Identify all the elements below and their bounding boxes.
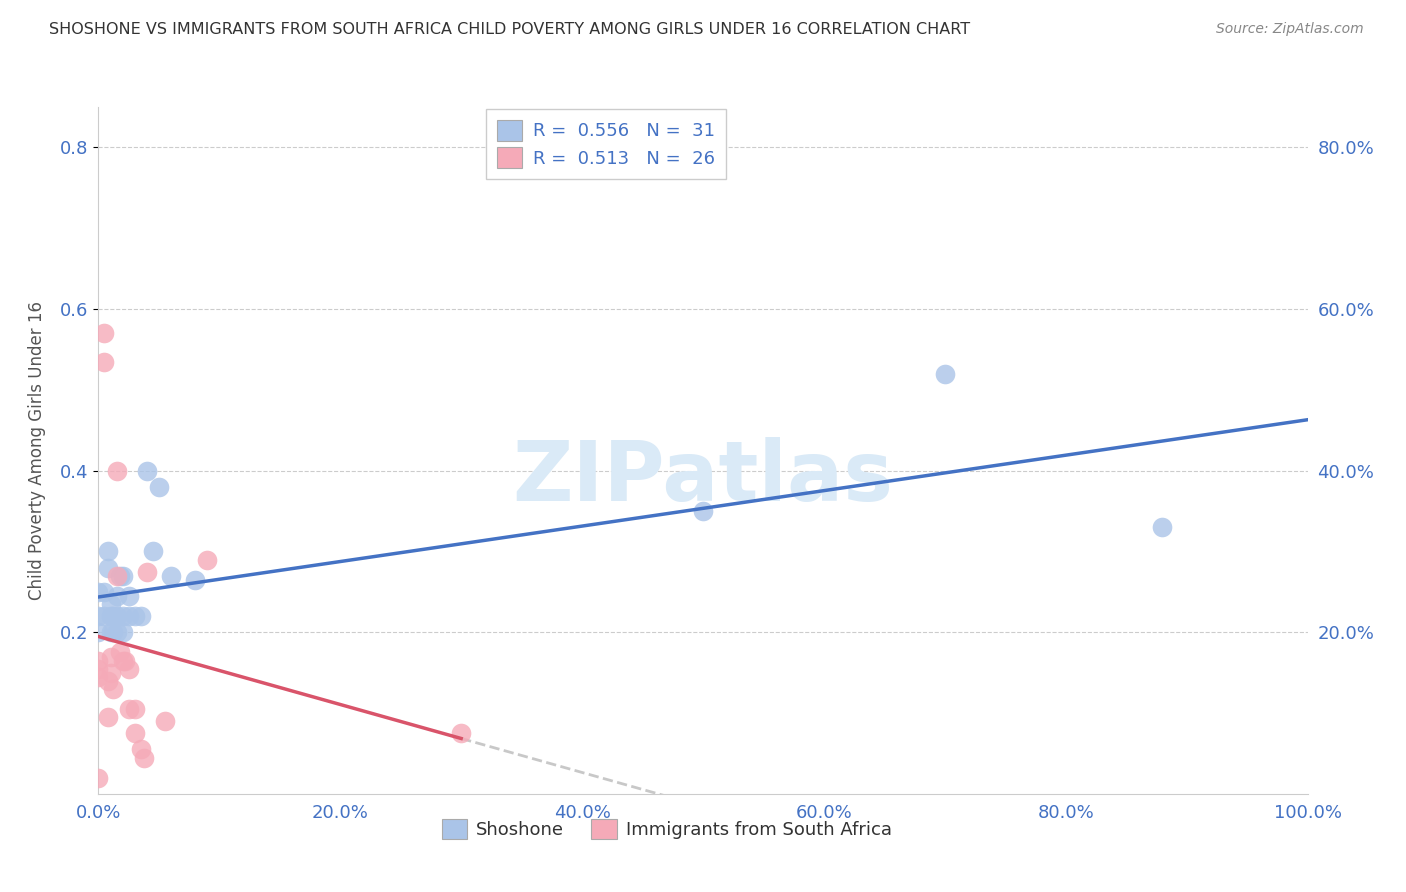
Point xyxy=(134,750,156,764)
Point xyxy=(114,654,136,668)
Point xyxy=(160,568,183,582)
Point xyxy=(108,645,131,659)
Point xyxy=(101,681,124,696)
Y-axis label: Child Poverty Among Girls Under 16: Child Poverty Among Girls Under 16 xyxy=(28,301,46,600)
Point xyxy=(87,654,110,668)
Point xyxy=(124,609,146,624)
Point xyxy=(195,552,218,566)
Point xyxy=(105,625,128,640)
Point xyxy=(93,585,115,599)
Point xyxy=(129,742,152,756)
Point xyxy=(87,609,110,624)
Point xyxy=(111,625,134,640)
Point xyxy=(111,609,134,624)
Point xyxy=(105,609,128,624)
Point xyxy=(93,354,115,368)
Point xyxy=(692,504,714,518)
Point xyxy=(135,464,157,478)
Point xyxy=(87,771,110,785)
Point xyxy=(118,702,141,716)
Point xyxy=(111,568,134,582)
Point xyxy=(184,573,207,587)
Point xyxy=(87,625,110,640)
Point xyxy=(100,649,122,664)
Point xyxy=(100,625,122,640)
Point xyxy=(148,480,170,494)
Point xyxy=(101,625,124,640)
Point xyxy=(142,544,165,558)
Text: ZIPatlas: ZIPatlas xyxy=(513,437,893,518)
Point xyxy=(111,654,134,668)
Point xyxy=(129,609,152,624)
Point xyxy=(97,710,120,724)
Point xyxy=(100,609,122,624)
Point xyxy=(118,589,141,603)
Point xyxy=(105,568,128,582)
Point xyxy=(118,662,141,676)
Text: SHOSHONE VS IMMIGRANTS FROM SOUTH AFRICA CHILD POVERTY AMONG GIRLS UNDER 16 CORR: SHOSHONE VS IMMIGRANTS FROM SOUTH AFRICA… xyxy=(49,22,970,37)
Point xyxy=(100,665,122,680)
Point xyxy=(105,464,128,478)
Point xyxy=(97,560,120,574)
Point xyxy=(93,609,115,624)
Point xyxy=(1152,520,1174,534)
Point xyxy=(87,585,110,599)
Point xyxy=(450,726,472,740)
Point xyxy=(87,670,110,684)
Point xyxy=(100,597,122,611)
Point xyxy=(93,326,115,341)
Point xyxy=(934,367,956,381)
Point xyxy=(108,568,131,582)
Point xyxy=(105,589,128,603)
Point xyxy=(124,726,146,740)
Point xyxy=(97,544,120,558)
Point xyxy=(153,714,176,728)
Legend: Shoshone, Immigrants from South Africa: Shoshone, Immigrants from South Africa xyxy=(434,812,898,847)
Point xyxy=(97,673,120,688)
Point xyxy=(135,565,157,579)
Point xyxy=(118,609,141,624)
Point xyxy=(101,609,124,624)
Point xyxy=(87,662,110,676)
Text: Source: ZipAtlas.com: Source: ZipAtlas.com xyxy=(1216,22,1364,37)
Point xyxy=(124,702,146,716)
